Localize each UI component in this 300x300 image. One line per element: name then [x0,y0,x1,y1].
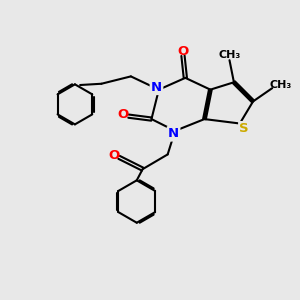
Text: O: O [177,45,189,58]
Text: S: S [239,122,249,135]
Text: O: O [108,149,119,162]
Text: N: N [151,81,162,94]
Text: N: N [168,127,179,140]
Text: O: O [118,108,129,121]
Text: CH₃: CH₃ [218,50,241,60]
Text: CH₃: CH₃ [269,80,292,90]
